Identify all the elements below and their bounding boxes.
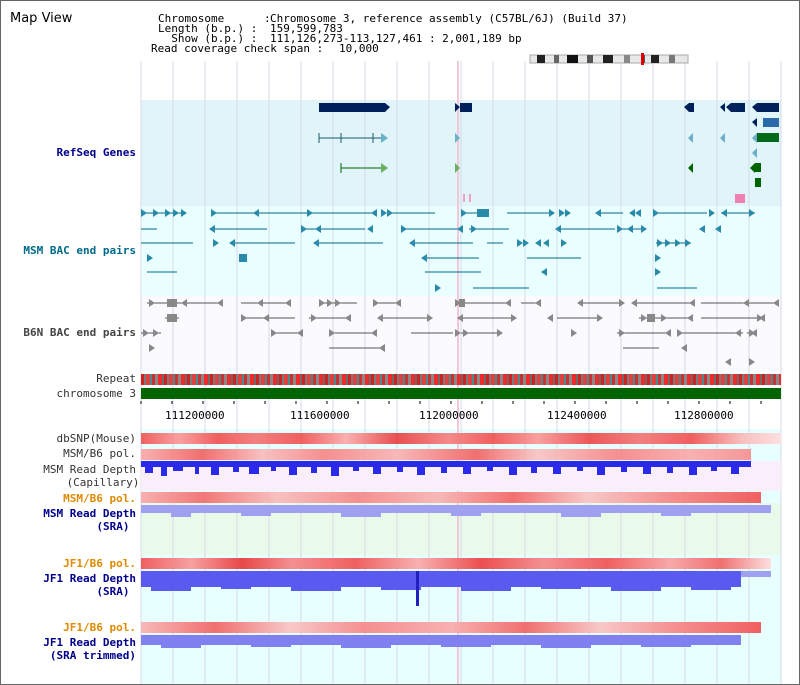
jf1-depth-sra-sub: (SRA) [96, 585, 130, 598]
msm-b6-pol-label-1: MSM/B6 pol. [63, 447, 136, 460]
msm-b6-pol-track-2[interactable] [141, 492, 761, 503]
repeat-label: Repeat [96, 372, 136, 385]
axis-tick-2: 111600000 [290, 409, 350, 422]
position-axis [140, 401, 762, 404]
repeat-track[interactable] [141, 374, 781, 385]
coverage-info-value: 10,000 [339, 42, 379, 55]
refseq-genes-label: RefSeq Genes [56, 146, 136, 159]
msm-depth-capillary-sub: (Capillary) [66, 476, 140, 489]
msm-depth-capillary-label: MSM Read Depth [43, 463, 136, 476]
axis-tick-3: 112000000 [419, 409, 479, 422]
b6n-bac-label: B6N BAC end pairs [23, 326, 136, 339]
msm-bac-track[interactable] [1, 1, 799, 301]
chromosome-track[interactable] [141, 388, 781, 399]
chromosome-info-key: Chromosome : [158, 12, 271, 25]
page-title: Map View [10, 11, 73, 26]
length-info-value: 159,599,783 [270, 22, 343, 35]
jf1-b6-pol-label-2: JF1/B6 pol. [63, 621, 136, 634]
msm-b6-pol-track-1[interactable] [141, 449, 751, 460]
chromosome-ideogram[interactable] [529, 53, 691, 65]
msm-depth-sra-label: MSM Read Depth [43, 507, 136, 520]
jf1-depth-sra-track[interactable] [141, 571, 781, 611]
msm-bac-label: MSM BAC end pairs [23, 244, 136, 257]
axis-tick-5: 112800000 [674, 409, 734, 422]
jf1-depth-trimmed-sub: (SRA trimmed) [49, 649, 136, 662]
jf1-b6-pol-label-1: JF1/B6 pol. [63, 557, 136, 570]
jf1-depth-trimmed-label: JF1 Read Depth [43, 636, 136, 649]
jf1-depth-sra-label: JF1 Read Depth [43, 572, 136, 585]
axis-tick-1: 111200000 [165, 409, 225, 422]
msm-b6-pol-label-2: MSM/B6 pol. [63, 492, 136, 505]
show-info-key: Show (b.p.) : [158, 32, 258, 45]
axis-tick-4: 112400000 [547, 409, 607, 422]
length-info-key: Length (b.p.) : [158, 22, 258, 35]
b6n-bac-track[interactable] [1, 1, 799, 371]
msm-depth-sra-track[interactable] [141, 505, 781, 525]
show-info-value: 111,126,273-113,127,461 : 2,001,189 bp [270, 32, 522, 45]
msm-depth-sra-sub: (SRA) [96, 520, 130, 533]
coverage-info-key: Read coverage check span : [151, 42, 324, 55]
refseq-genes-track[interactable] [1, 1, 799, 211]
jf1-b6-pol-track-2[interactable] [141, 622, 761, 633]
jf1-b6-pol-track-1[interactable] [141, 558, 771, 569]
dbsnp-track[interactable] [141, 433, 781, 444]
msm-depth-capillary-track[interactable] [141, 461, 781, 491]
chromosome-label: chromosome 3 [56, 387, 136, 400]
dbsnp-label: dbSNP(Mouse) [56, 432, 136, 445]
chromosome-info-value: Chromosome 3, reference assembly (C57BL/… [270, 12, 628, 25]
jf1-depth-trimmed-track[interactable] [141, 635, 781, 659]
